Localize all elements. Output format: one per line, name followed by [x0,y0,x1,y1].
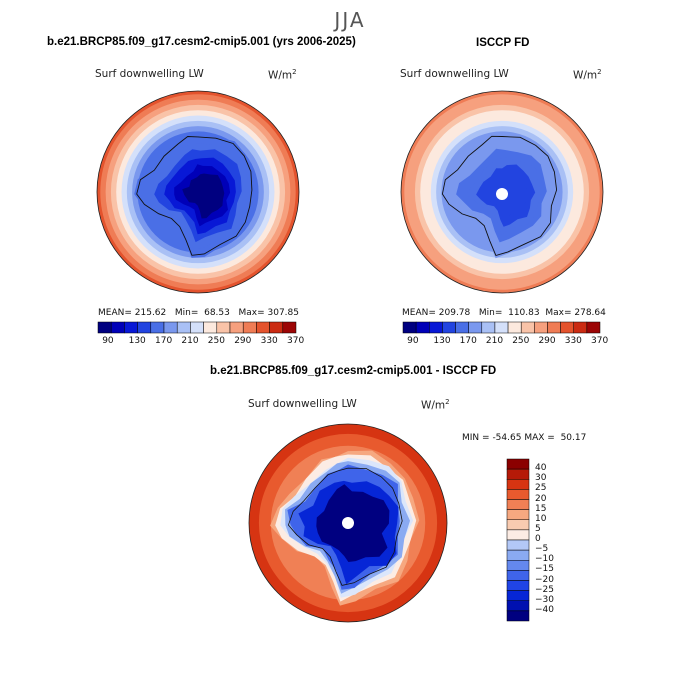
colorbar-swatch [402,321,417,334]
panel2-colorbar-ticks: 90 130 170 210 250 290 330 370 [0,336,700,350]
colorbar-swatch [506,529,530,541]
pole-missing-data [496,188,508,200]
colorbar-swatch [137,321,152,334]
panel1-title: b.e21.BRCP85.f09_g17.cesm2-cmip5.001 (yr… [47,36,356,48]
colorbar-swatch [506,468,530,480]
colorbar-swatch [242,321,257,334]
colorbar-tick-label: 290 [234,336,252,346]
colorbar-swatch [506,610,530,622]
colorbar-swatch [163,321,178,334]
colorbar-swatch [442,321,456,334]
map-contour-band [486,172,530,219]
coastline [136,136,253,256]
colorbar-swatch [506,509,530,520]
colorbar-swatch [203,321,218,334]
colorbar-swatch [97,321,112,334]
colorbar-tick-label: 90 [102,336,114,346]
colorbar-swatch [506,590,530,601]
panel2-colorbar [402,321,601,334]
panel3-map [249,424,447,622]
map-contour-band [182,173,225,219]
panel3-title: b.e21.BRCP85.f09_g17.cesm2-cmip5.001 - I… [210,365,497,377]
colorbar-swatch [573,321,588,334]
colorbar-swatch [481,321,496,334]
colorbar-swatch [506,539,530,551]
colorbar-swatch [176,321,191,334]
colorbar-swatch [507,321,522,334]
colorbar-tick-label: 250 [207,336,225,346]
colorbar-swatch [506,549,530,561]
colorbar-tick-label: 90 [407,336,419,346]
panel2-title: ISCCP FD [476,37,530,49]
colorbar-tick-label: 210 [485,336,504,346]
panel1-colorbar [97,321,297,334]
colorbar-swatch [547,321,561,334]
colorbar-swatch [455,321,469,334]
panel3-stats: MIN = -54.65 MAX = 50.17 [462,433,587,443]
colorbar-swatch [506,600,530,612]
panel2-variable-label: Surf downwelling LW [400,68,509,80]
panel2-stats: MEAN= 209.78 Min= 110.83 Max= 278.64 [402,308,606,318]
colorbar-swatch [506,580,530,591]
season-title: JJA [334,8,366,32]
colorbar-swatch [110,321,125,334]
colorbar-tick-label: 330 [260,336,278,346]
colorbar-swatch [506,499,530,510]
colorbar-swatch [534,321,548,334]
colorbar-swatch [282,321,297,334]
colorbar-swatch [506,570,530,581]
panel1-variable-label: Surf downwelling LW [95,68,204,80]
colorbar-swatch [560,321,574,334]
colorbar-tick-label: 250 [512,336,530,346]
coastline [441,135,558,257]
colorbar-swatch [124,321,138,334]
panel2-units: W/m2 [573,68,602,82]
colorbar-swatch [269,321,284,334]
colorbar-tick-label: 330 [564,336,582,346]
panel1-stats: MEAN= 215.62 Min= 68.53 Max= 307.85 [98,308,299,318]
colorbar-tick-label: 290 [538,336,556,346]
colorbar-swatch [520,321,535,334]
colorbar-swatch [506,519,530,531]
colorbar-swatch [586,321,601,334]
coastline [287,467,403,586]
colorbar-swatch [506,458,530,470]
colorbar-tick-label: 170 [459,336,477,346]
colorbar-tick-label: 370 [591,336,609,346]
pole-missing-data [342,517,354,529]
map-border-panel2 [400,90,604,294]
colorbar-swatch [415,321,430,334]
panel1-units: W/m2 [268,68,297,82]
colorbar-swatch [150,321,165,334]
colorbar-swatch [429,321,443,334]
colorbar-swatch [506,479,530,490]
panel3-colorbar [506,458,530,622]
colorbar-swatch [506,489,530,500]
colorbar-tick-label: 130 [433,336,451,346]
colorbar-swatch [468,321,483,334]
colorbar-swatch [190,321,204,334]
colorbar-swatch [506,560,530,571]
panel1-colorbar-ticks: 90 130 170 210 250 290 330 370 [0,336,700,350]
colorbar-tick-label: 210 [181,336,199,346]
panel2-map [401,91,603,293]
colorbar-swatch [229,321,244,334]
colorbar-tick-label: 370 [287,336,305,346]
colorbar-tick-label: 130 [128,336,146,346]
map-border-panel3 [248,423,448,623]
colorbar-swatch [494,321,509,334]
colorbar-tick-label: 170 [155,336,173,346]
panel1-map [97,91,299,293]
panel3-variable-label: Surf downwelling LW [248,398,357,410]
panel3-units: W/m2 [421,398,450,412]
colorbar-swatch [256,321,270,334]
colorbar-swatch [216,321,231,334]
map-border-panel1 [96,90,300,294]
